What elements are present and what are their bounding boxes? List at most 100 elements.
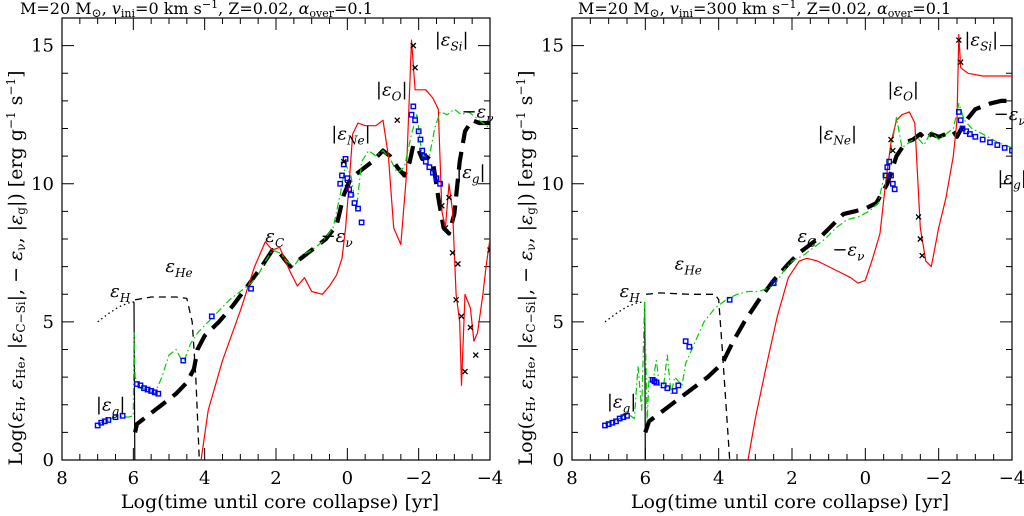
left-panel-title: M=20 M⊙, vini=0 km s−1, Z=0.02, αover=0.… <box>20 0 373 20</box>
series-eps-C-Si <box>200 39 490 460</box>
black-cross-marker <box>453 296 460 303</box>
eps-g-marker <box>437 180 443 187</box>
annotation-label: εHe <box>675 253 702 277</box>
eps-g-marker <box>602 422 608 429</box>
eps-g-marker <box>101 418 108 425</box>
eps-g-marker <box>430 169 436 176</box>
eps-g-marker <box>972 133 979 140</box>
plot-frame <box>571 17 1013 461</box>
black-cross-marker <box>915 213 922 220</box>
black-cross-marker <box>438 202 445 209</box>
annotation-label: |εSi| <box>435 30 469 54</box>
eps-g-marker <box>348 191 354 198</box>
series-eps-g <box>97 108 490 425</box>
eps-g-marker <box>339 172 345 179</box>
x-tick-label: 0 <box>342 468 353 489</box>
annotation-label: |εO| <box>376 79 408 103</box>
annotation-label: |εg| <box>456 162 486 186</box>
black-cross-marker <box>462 368 468 375</box>
annotation-label: εHe <box>165 256 192 280</box>
eps-g-marker <box>433 175 440 182</box>
eps-g-marker <box>957 117 964 124</box>
x-tick-label: −2 <box>925 468 952 489</box>
eps-g-marker <box>1001 144 1008 151</box>
annotation-label: −εν <box>832 240 864 264</box>
annotation-label: |εg| <box>96 394 126 418</box>
annotation-label: |εO| <box>887 79 919 103</box>
eps-g-marker <box>105 417 112 423</box>
eps-g-marker <box>342 155 349 162</box>
black-cross-marker <box>412 64 419 71</box>
eps-g-marker <box>994 142 1001 148</box>
black-cross-marker <box>458 313 465 320</box>
eps-g-marker <box>180 357 187 364</box>
eps-g-marker <box>144 386 151 393</box>
eps-g-marker <box>616 415 623 422</box>
right-panel: M=20 M⊙, vini=300 km s−1, Z=0.02, αover=… <box>514 0 1024 513</box>
eps-g-marker <box>98 419 105 426</box>
annotation-label: |εNe| <box>331 124 370 148</box>
series-eps-nu <box>133 118 490 433</box>
series-eps-He <box>134 296 200 460</box>
black-cross-marker <box>888 136 894 143</box>
eps-g-marker <box>609 419 616 426</box>
y-tick-label: 10 <box>541 174 564 195</box>
series-eps-C-Si <box>747 34 1012 460</box>
x-tick-label: 4 <box>713 468 724 489</box>
eps-g-marker <box>422 158 429 165</box>
x-tick-label: −4 <box>999 468 1024 489</box>
annotation-label: |εg| <box>997 168 1024 192</box>
eps-g-marker <box>886 158 893 165</box>
x-tick-label: 2 <box>786 468 797 489</box>
eps-g-marker <box>686 343 693 350</box>
eps-g-marker <box>358 219 365 226</box>
eps-g-marker <box>344 175 351 182</box>
x-tick-label: 6 <box>128 468 139 489</box>
eps-g-marker <box>426 164 433 171</box>
black-cross-marker <box>454 260 461 267</box>
black-cross-marker <box>955 37 962 44</box>
eps-g-marker <box>675 382 682 389</box>
eps-g-marker <box>726 296 733 303</box>
black-cross-marker <box>344 180 351 187</box>
annotation-label: |εg| <box>607 392 637 416</box>
eps-g-marker <box>155 390 162 397</box>
eps-g-marker <box>979 136 986 143</box>
left-y-axis-label: Log(εH, εHe, |εC−Si|, − εν, |εg|) [erg g… <box>4 70 28 465</box>
eps-g-marker <box>346 186 353 193</box>
svg-text:Log(εH, εHe, |εC−Si|, − εν,: Log(εH, εHe, |εC−Si|, − εν, |εg|) [erg g… <box>514 70 538 465</box>
y-tick-label: 5 <box>553 312 564 333</box>
eps-g-marker <box>882 172 889 179</box>
black-cross-marker <box>394 117 401 124</box>
eps-g-marker <box>208 313 215 320</box>
annotation-label: −εν <box>321 226 353 250</box>
black-cross-marker <box>410 42 417 49</box>
eps-g-marker <box>415 128 422 135</box>
eps-g-marker <box>421 153 427 160</box>
eps-g-marker <box>605 421 612 427</box>
annotation-label: εC <box>798 226 817 250</box>
right-y-axis-label: Log(εH, εHe, |εC−Si|, − εν, |εg|) [erg g… <box>514 70 538 465</box>
eps-g-marker <box>770 280 777 287</box>
black-cross-marker <box>467 324 474 331</box>
series-eps-H <box>604 301 645 323</box>
svg-text:Log(εH, εHe, |εC−Si|, − εν,: Log(εH, εHe, |εC−Si|, − εν, |εg|) [erg g… <box>4 70 28 465</box>
eps-g-marker <box>987 139 993 146</box>
x-tick-label: 0 <box>860 468 871 489</box>
left-panel: M=20 M⊙, vini=0 km s−1, Z=0.02, αover=0.… <box>4 0 503 513</box>
y-tick-label: 10 <box>31 174 54 195</box>
series-eps-He <box>646 292 731 460</box>
series-eps-H <box>97 301 135 323</box>
eps-g-marker <box>682 338 689 345</box>
eps-g-marker <box>112 414 119 421</box>
plot-area <box>94 39 490 460</box>
eps-g-marker <box>624 412 630 419</box>
eps-g-marker <box>248 285 254 292</box>
black-cross-marker <box>889 147 896 154</box>
eps-g-marker <box>412 117 418 124</box>
eps-g-marker <box>417 136 424 143</box>
eps-g-marker <box>355 205 361 212</box>
right-x-axis-label: Log(time until core collapse) [yr] <box>631 491 949 513</box>
black-cross-marker <box>919 252 926 259</box>
x-tick-label: −2 <box>405 468 432 489</box>
